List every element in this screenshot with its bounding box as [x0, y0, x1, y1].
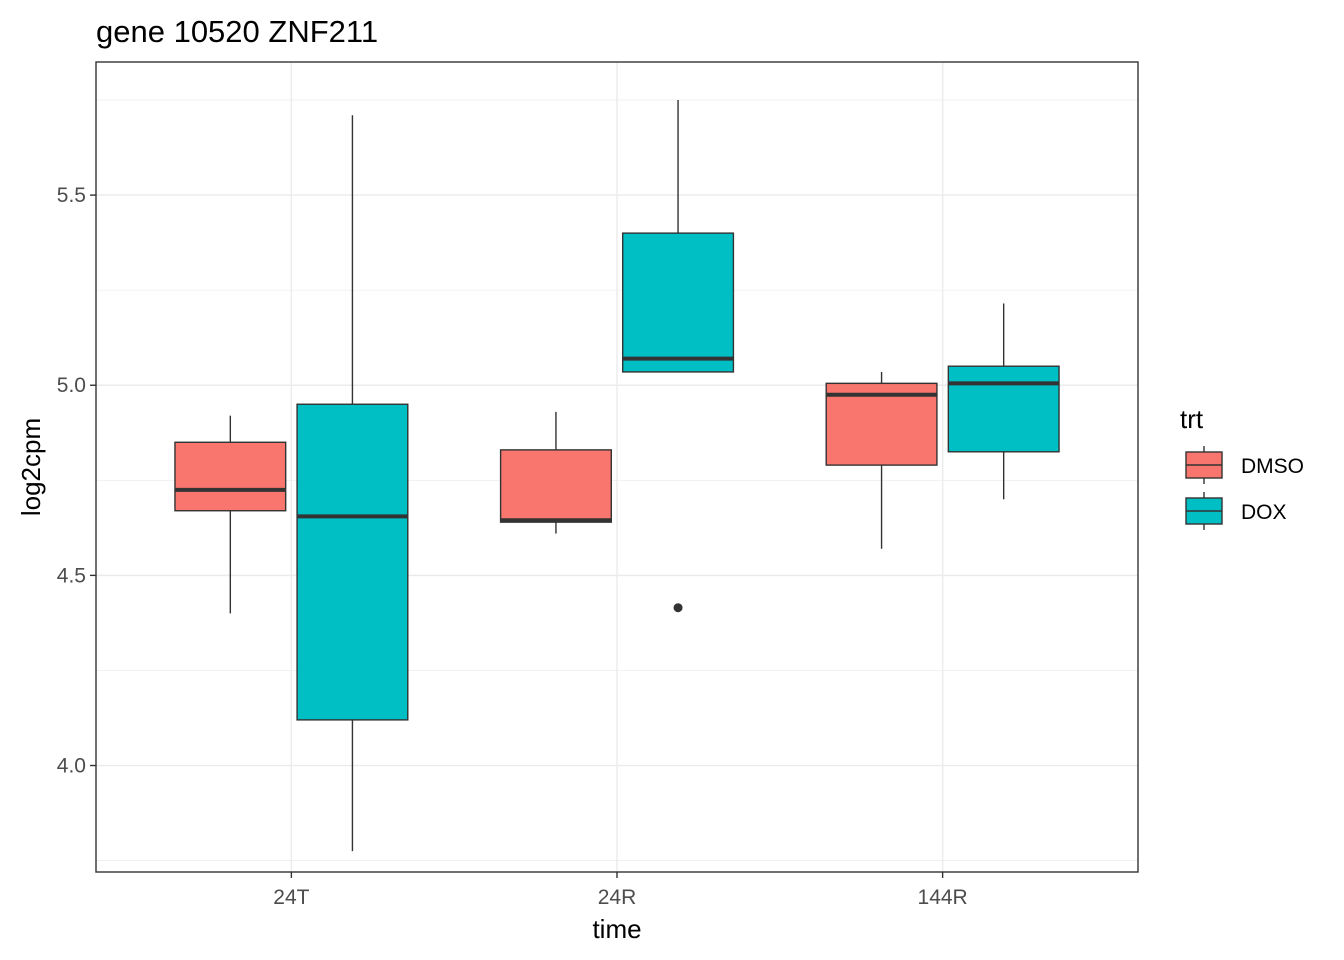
x-axis: 24T 24R 144R — [273, 872, 968, 909]
box-DOX-144R — [947, 303, 1060, 500]
box-body — [296, 403, 409, 721]
x-tick-label: 24T — [273, 886, 309, 909]
box-DMSO-144R — [825, 371, 938, 549]
box-body — [621, 232, 735, 373]
y-axis: 4.0 4.5 5.0 5.5 — [57, 184, 96, 778]
y-tick-label: 4.0 — [57, 755, 86, 778]
box-DOX-24T — [296, 115, 409, 852]
box-DMSO-24T — [174, 415, 287, 614]
legend: trt DMSO DOX — [1180, 404, 1304, 530]
legend-item-DMSO: DMSO — [1185, 446, 1304, 484]
legend-label: DMSO — [1241, 455, 1304, 478]
legend-title: trt — [1180, 404, 1204, 434]
y-tick-label: 5.5 — [57, 184, 86, 207]
y-axis-title: log2cpm — [16, 418, 46, 516]
box-DMSO-24R — [499, 411, 613, 534]
box-body — [499, 449, 613, 523]
y-tick-label: 5.0 — [57, 374, 86, 397]
legend-item-DOX: DOX — [1185, 492, 1287, 530]
box-body — [947, 365, 1060, 453]
major-gridlines — [96, 62, 1138, 872]
chart-title: gene 10520 ZNF211 — [96, 14, 378, 49]
box-body — [825, 382, 938, 466]
box-series — [174, 100, 1060, 852]
box-body — [174, 441, 287, 512]
x-axis-title: time — [592, 914, 641, 944]
y-tick-label: 4.5 — [57, 564, 86, 587]
plot-panel — [95, 61, 1139, 873]
legend-items: DMSO DOX — [1185, 446, 1304, 530]
legend-label: DOX — [1241, 501, 1287, 524]
box-DOX-24R — [621, 100, 735, 613]
outlier-point — [673, 603, 683, 613]
x-tick-label: 24R — [598, 886, 637, 909]
x-tick-label: 144R — [918, 886, 968, 909]
